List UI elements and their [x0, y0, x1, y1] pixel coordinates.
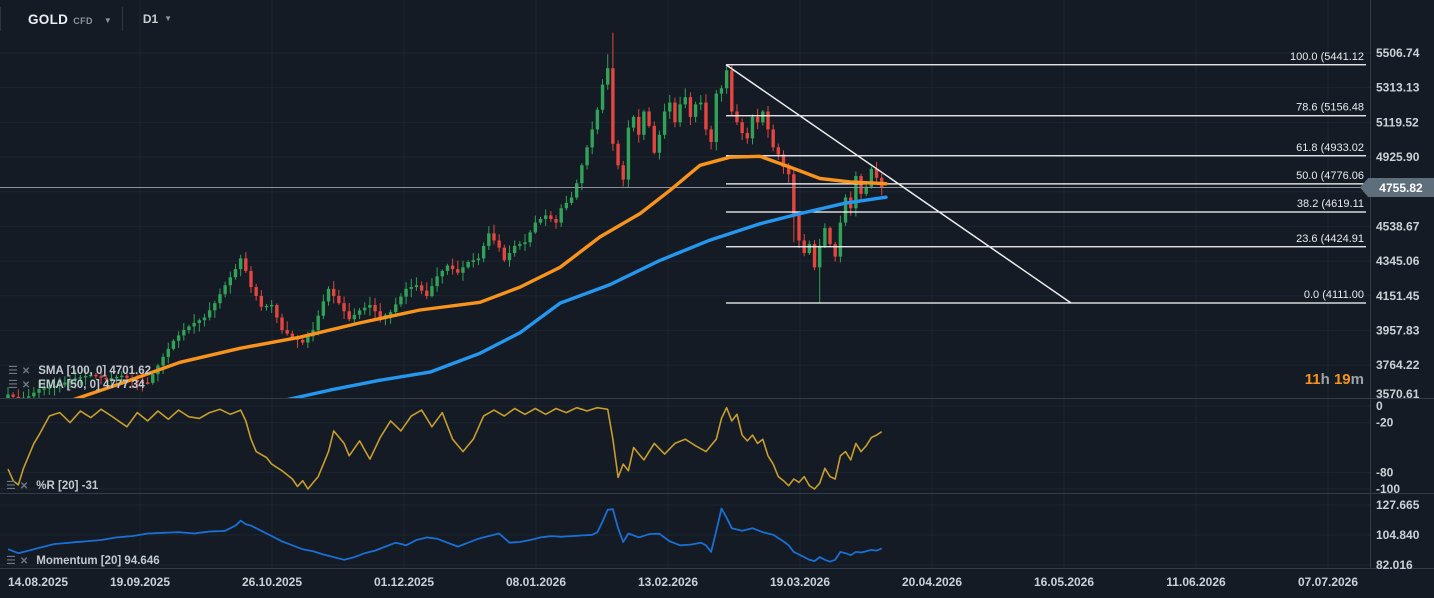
axis-date-label: 20.04.2026 [902, 575, 962, 589]
williams-r-legend-label: %R [20] -31 [36, 480, 99, 492]
axis-price-label: 3764.22 [1376, 358, 1420, 372]
axis-date-label: 19.03.2026 [770, 575, 830, 589]
chevron-down-icon: ▼ [103, 15, 112, 25]
axis-date-label: 26.10.2025 [242, 575, 302, 589]
current-price-badge: 4755.82 [1360, 178, 1434, 197]
bar-close-countdown: 11h 19m [1305, 371, 1364, 388]
fib-level-label: 23.6 (4424.91 [1296, 233, 1364, 245]
axis-date-label: 11.06.2026 [1166, 575, 1226, 589]
momentum-legend-row: ☰ ✕ Momentum [20] 94.646 [6, 555, 160, 567]
countdown-minutes-unit: m [1350, 371, 1364, 388]
axis-price-label: 5313.13 [1376, 81, 1420, 95]
time-axis[interactable]: 14.08.2025 19.09.2025 26.10.2025 01.12.2025… [8, 575, 1358, 589]
ema-50-line [72, 154, 888, 398]
symbol-selector[interactable]: GOLD CFD ▼ [20, 12, 122, 27]
williams-r-line [7, 406, 883, 490]
grid-lines [0, 0, 1370, 568]
ema-legend-row: ☰ ✕ EMA [50, 0] 4777.34 [8, 379, 145, 391]
axis-price-label: 104.840 [1376, 528, 1420, 542]
fib-level-label: 38.2 (4619.11 [1297, 198, 1364, 210]
sma-100-line [286, 195, 888, 398]
axis-price-label: -80 [1376, 465, 1394, 479]
fibonacci-level-labels: 100.0 (5441.12 78.6 (5156.48 61.8 (4933.02… [1290, 51, 1364, 301]
timeframe-label: D1 [142, 12, 159, 26]
axis-date-label: 14.08.2025 [8, 575, 68, 589]
fib-level-label: 78.6 (5156.48 [1296, 102, 1364, 114]
axis-date-label: 07.07.2026 [1298, 575, 1358, 589]
price-axis[interactable]: 5506.74 5313.13 5119.52 4925.90 4538.67 4345.… [1376, 46, 1420, 572]
countdown-hours-unit: h [1320, 371, 1330, 388]
williams-r-legend-row: ☰ ✕ %R [20] -31 [6, 480, 98, 492]
pane-dividers [0, 0, 1434, 569]
axis-price-label: 4345.06 [1376, 254, 1420, 268]
axis-price-label: 0 [1376, 399, 1383, 413]
axis-price-label: -20 [1376, 416, 1394, 430]
sma-legend-row: ☰ ✕ SMA [100, 0] 4701.62 [8, 365, 151, 377]
indicator-settings-icon[interactable]: ☰ [6, 554, 16, 567]
axis-price-label: 4925.90 [1376, 150, 1420, 164]
axis-price-label: 127.665 [1376, 498, 1420, 512]
moving-average-lines [72, 154, 888, 398]
axis-price-label: 82.016 [1376, 558, 1413, 572]
axis-date-label: 16.05.2026 [1034, 575, 1094, 589]
indicator-remove-icon[interactable]: ✕ [21, 365, 31, 377]
fib-level-label: 0.0 (4111.00 [1304, 289, 1364, 301]
momentum-line [7, 507, 883, 563]
axis-price-label: 4538.67 [1376, 219, 1420, 233]
chart-header: GOLD CFD ▼ D1 ▼ [0, 0, 1434, 38]
indicator-settings-icon[interactable]: ☰ [8, 378, 18, 391]
axis-price-label: 3957.83 [1376, 323, 1420, 337]
chevron-down-icon: ▼ [164, 13, 173, 23]
indicator-settings-icon[interactable]: ☰ [6, 479, 16, 492]
axis-price-label: 3570.61 [1376, 387, 1420, 401]
axis-date-label: 08.01.2026 [506, 575, 566, 589]
symbol-name: GOLD [28, 11, 69, 27]
fib-level-label: 61.8 (4933.02 [1296, 142, 1364, 154]
trendline [725, 64, 1072, 304]
countdown-hours: 11 [1304, 371, 1321, 388]
candlestick-series [6, 32, 884, 398]
axis-date-label: 01.12.2025 [374, 575, 434, 589]
axis-price-label: 5119.52 [1376, 115, 1419, 129]
axis-date-label: 19.09.2025 [110, 575, 170, 589]
indicator-remove-icon[interactable]: ✕ [19, 555, 29, 567]
fib-level-label: 50.0 (4776.06 [1296, 170, 1364, 182]
sma-legend-label: SMA [100, 0] 4701.62 [38, 365, 151, 377]
header-divider [0, 7, 1, 31]
ema-legend-label: EMA [50, 0] 4777.34 [38, 379, 145, 391]
axis-price-label: 4151.45 [1376, 289, 1420, 303]
axis-price-label: 5506.74 [1376, 46, 1420, 60]
timeframe-selector[interactable]: D1 ▼ [131, 12, 184, 26]
fib-level-label: 100.0 (5441.12 [1290, 51, 1364, 63]
header-divider [121, 7, 123, 31]
indicator-remove-icon[interactable]: ✕ [19, 480, 29, 492]
indicator-remove-icon[interactable]: ✕ [21, 379, 31, 391]
fibonacci-and-trendline-drawings[interactable] [0, 64, 1370, 304]
countdown-minutes: 19 [1333, 371, 1351, 388]
momentum-legend-label: Momentum [20] 94.646 [36, 555, 160, 567]
axis-date-label: 13.02.2026 [638, 575, 698, 589]
indicator-settings-icon[interactable]: ☰ [8, 364, 18, 377]
axis-price-label: -100 [1376, 482, 1400, 496]
market-type-label: CFD [73, 15, 93, 26]
